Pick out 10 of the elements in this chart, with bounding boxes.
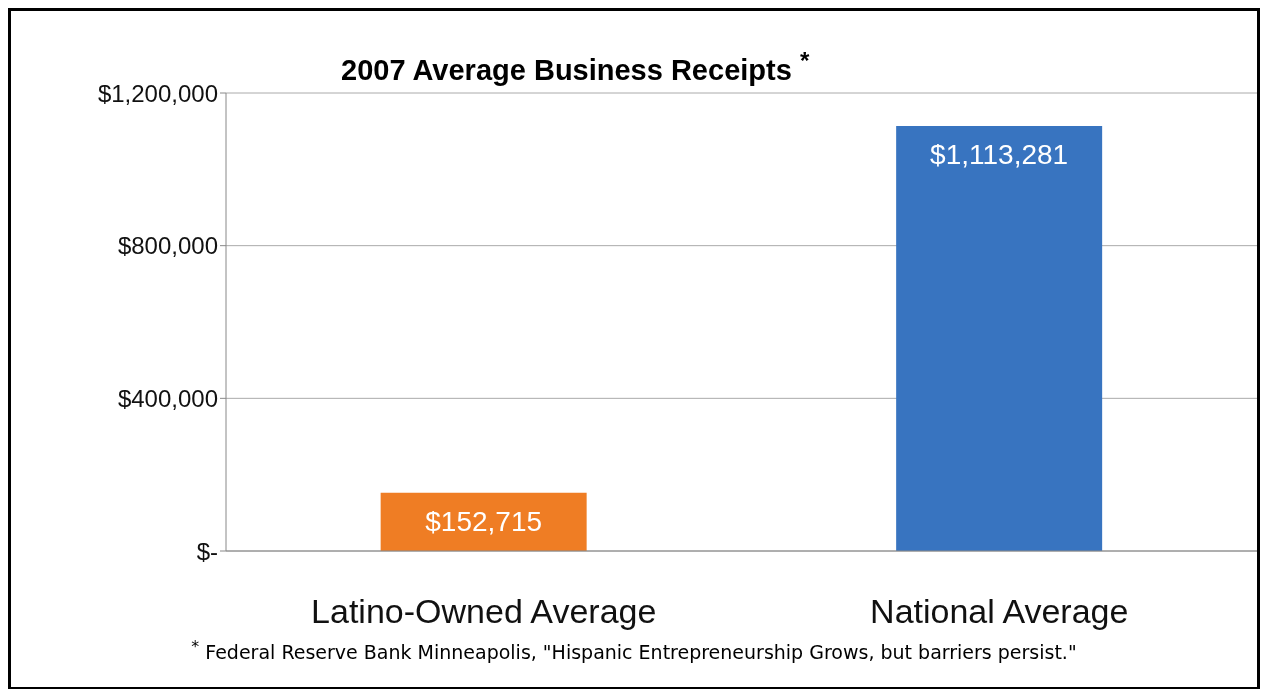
x-tick-label: Latino-Owned Average [311, 592, 657, 631]
y-tick-label: $1,200,000 [97, 79, 218, 107]
x-tick-label: National Average [870, 592, 1129, 631]
chart-title: 2007 Average Business Receipts $^{*}$ [341, 47, 810, 87]
y-tick-label: $- [196, 537, 218, 565]
data-label: $1,113,281 [930, 138, 1069, 170]
y-tick-label: $800,000 [117, 232, 218, 260]
text: $^{*}$ Federal Reserve Bank Minneapolis, "Hispanic Entrepreneurship Grows, but barriers persist." [190, 637, 1078, 664]
y-tick-label: $400,000 [117, 384, 218, 412]
data-label: $152,715 [425, 505, 543, 537]
